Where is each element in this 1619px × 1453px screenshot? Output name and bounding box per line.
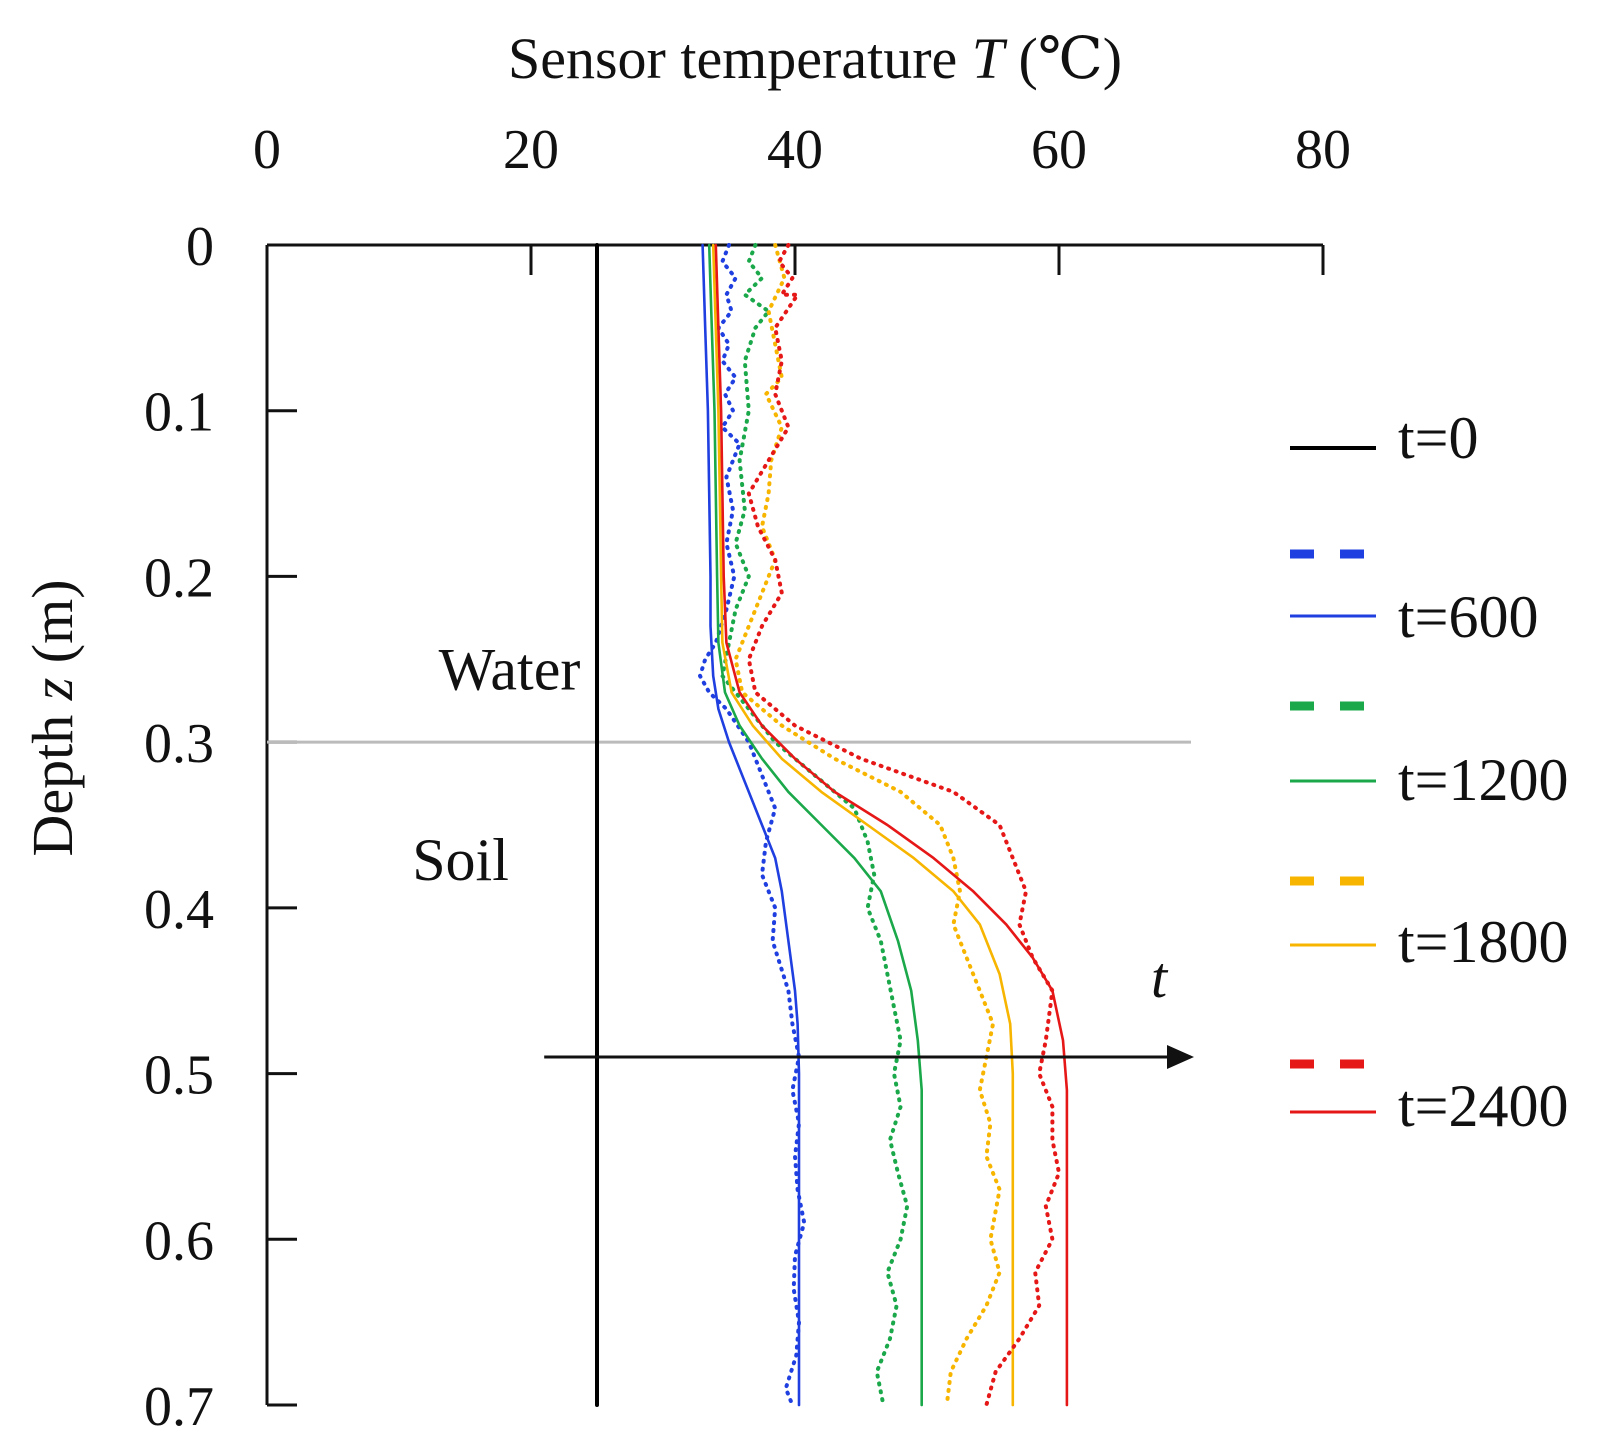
y-tick-labels: 0 0.1 0.2 0.3 0.4 0.5 0.6 0.7 — [144, 216, 214, 1438]
x-tick-label: 40 — [767, 119, 823, 181]
x-tick-label: 80 — [1295, 119, 1351, 181]
axes — [265, 243, 1325, 1407]
y-tick-label: 0.5 — [144, 1045, 214, 1107]
y-tick-label: 0.6 — [144, 1210, 214, 1272]
legend-label-t2400: t=2400 — [1398, 1073, 1569, 1139]
y-axis-title-symbol: z — [20, 678, 85, 702]
series-t-1800-simulated — [711, 243, 1015, 1407]
x-tick-labels: 0 20 40 60 80 — [253, 119, 1351, 181]
series-t-1200-simulated — [707, 243, 923, 1407]
region-label-soil: Soil — [412, 827, 509, 893]
y-tick-label: 0.3 — [144, 713, 214, 775]
series-t-1800-measured — [733, 243, 1002, 1407]
y-axis-title-prefix: Depth — [20, 700, 85, 856]
series-layer — [595, 243, 1069, 1407]
y-tick-label: 0 — [186, 216, 214, 278]
series-t-2400-measured — [746, 243, 1061, 1407]
series-t-600-measured — [698, 243, 807, 1407]
y-axis-title: Depth z (m) — [20, 579, 85, 856]
x-tick-label: 20 — [503, 119, 559, 181]
y-tick-label: 0.7 — [144, 1376, 214, 1438]
y-tick-label: 0.4 — [144, 879, 214, 941]
x-axis-title-prefix: Sensor temperature — [508, 26, 972, 91]
time-arrow-label: t — [1151, 945, 1169, 1010]
y-tick-label: 0.1 — [144, 382, 214, 444]
legend-label-t1800: t=1800 — [1398, 909, 1569, 975]
series-t-600-simulated — [701, 243, 801, 1407]
x-axis-title-unit: (℃) — [1004, 26, 1122, 91]
series-t-2400-simulated — [714, 243, 1069, 1407]
legend-label-t1200: t=1200 — [1398, 747, 1569, 813]
region-label-water: Water — [439, 637, 581, 703]
legend-label-t0: t=0 — [1398, 405, 1479, 471]
y-tick-label: 0.2 — [144, 547, 214, 609]
y-axis-title-unit: (m) — [20, 579, 85, 677]
series-t-1200-measured — [720, 243, 910, 1407]
legend: t=0 t=600 t=1200 t=1800 t=2400 — [1290, 405, 1569, 1139]
x-axis-title-symbol: T — [972, 26, 1008, 91]
x-tick-label: 0 — [253, 119, 281, 181]
x-tick-label: 60 — [1031, 119, 1087, 181]
legend-label-t600: t=600 — [1398, 584, 1539, 650]
x-axis-title: Sensor temperature T (℃) — [508, 26, 1122, 91]
